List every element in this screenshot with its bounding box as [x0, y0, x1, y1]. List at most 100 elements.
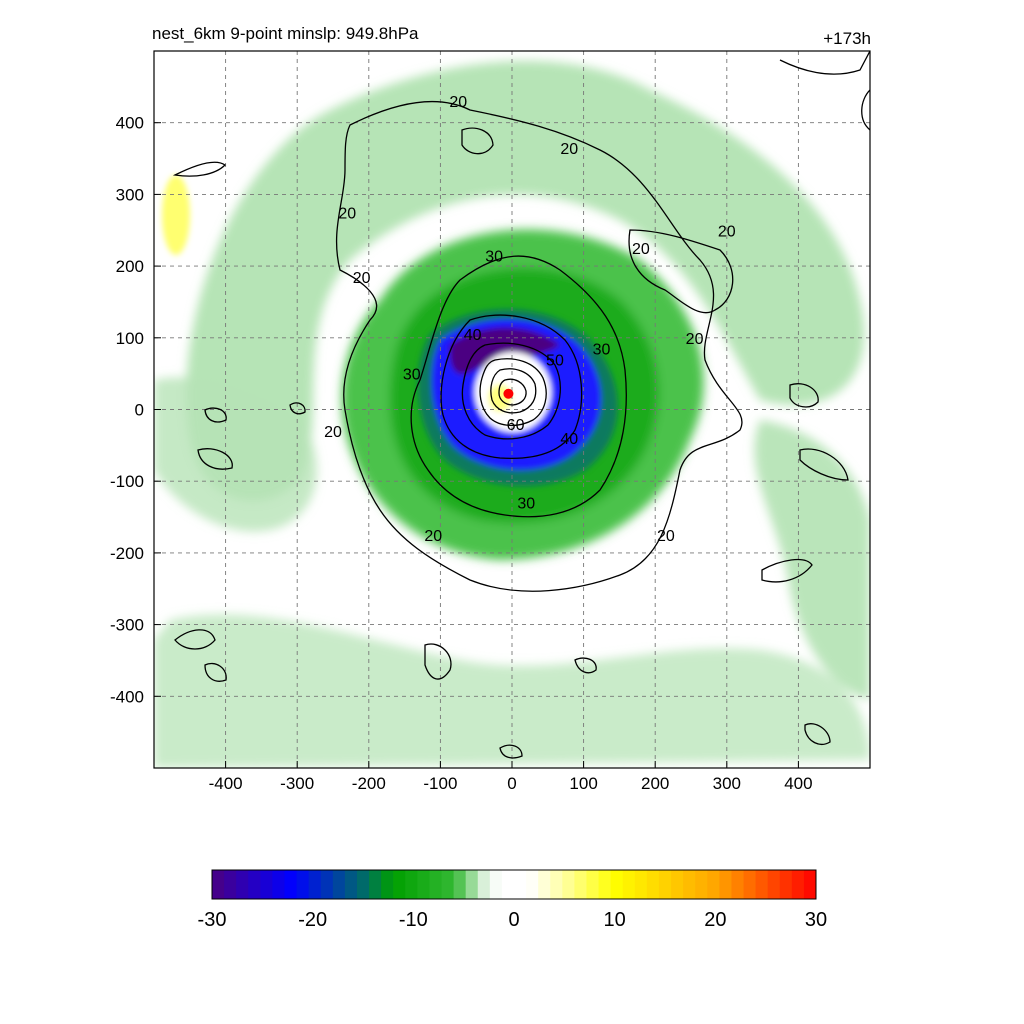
contour-60	[479, 358, 547, 427]
colorbar-swatch	[489, 870, 503, 899]
y-tick-label: -400	[110, 687, 144, 706]
colorbar-tick-label: 30	[805, 909, 827, 931]
y-tick-label: 400	[116, 114, 144, 133]
contour-ne-cell	[628, 229, 734, 314]
colorbar-swatch	[719, 870, 732, 899]
colorbar-swatch	[296, 870, 310, 899]
outer-spiral-band	[186, 61, 865, 501]
contour-north-loop	[461, 127, 494, 155]
colorbar-swatch	[658, 870, 672, 899]
x-tick-label: -200	[352, 774, 386, 793]
y-tick-label: 100	[116, 329, 144, 348]
colorbar-swatch	[212, 870, 225, 899]
contour-label: 20	[424, 528, 442, 545]
contour-label: 30	[485, 248, 503, 265]
contour-inner-1	[490, 368, 537, 414]
contour-sw-small	[204, 662, 227, 682]
colorbar-swatch	[526, 870, 539, 899]
colorbar-tick-label: 0	[508, 909, 519, 931]
colorbar-swatch	[332, 870, 346, 899]
contour-label: 20	[449, 94, 467, 111]
colorbar-swatch	[755, 870, 769, 899]
contour-label: 20	[657, 528, 675, 545]
colorbar-tick-label: -20	[298, 909, 327, 931]
colorbar-swatch	[260, 870, 273, 899]
colorbar-tick-labels: -30 -20 -10 0 10 20 30	[198, 909, 828, 931]
western-positive-patch	[162, 175, 190, 255]
colorbar-swatch	[272, 870, 285, 899]
colorbar-swatch	[284, 870, 298, 899]
colorbar-swatch	[429, 870, 443, 899]
colorbar-swatch	[320, 870, 334, 899]
forecast-hour-label: +173h	[823, 29, 871, 48]
chart-title: nest_6km 9-point minslp: 949.8hPa	[152, 24, 419, 43]
colorbar-swatch	[791, 870, 805, 899]
colorbar-swatch	[441, 870, 455, 899]
colorbar-swatch	[453, 870, 467, 899]
y-tick-label: -100	[110, 472, 144, 491]
colorbar-swatch	[562, 870, 575, 899]
x-tick-label: 0	[507, 774, 516, 793]
contour-label: 50	[546, 352, 564, 369]
contour-west-top	[172, 161, 227, 177]
storm-center-marker	[503, 388, 514, 399]
colorbar-frame	[211, 869, 817, 900]
contour-label: 20	[560, 141, 578, 158]
x-axis-ticks: -400 -300 -200 -100 0 100 200 300 400	[209, 761, 813, 793]
colorbar-swatch	[646, 870, 660, 899]
contour-inner-2	[498, 378, 527, 406]
colorbar-swatch	[598, 870, 612, 899]
colorbar-swatch	[731, 870, 745, 899]
western-band	[154, 377, 317, 532]
contour-east-loop	[799, 448, 849, 481]
colorbar-swatch	[405, 870, 418, 899]
contour-west-loop-2	[204, 407, 227, 423]
contour-south-loop	[424, 643, 452, 680]
colorbar-swatch	[308, 870, 322, 899]
colorbar-swatch	[248, 870, 261, 899]
colorbar-swatch	[236, 870, 249, 899]
x-tick-label: 200	[641, 774, 669, 793]
contour-label: 20	[338, 205, 356, 222]
x-tick-label: -400	[209, 774, 243, 793]
contour-label: 60	[507, 417, 525, 434]
colorbar-swatch	[610, 870, 624, 899]
y-tick-label: -200	[110, 544, 144, 563]
colorbar-swatch	[707, 870, 720, 899]
contour-label: 20	[718, 223, 736, 240]
colorbar-swatch	[586, 870, 600, 899]
y-tick-label: 200	[116, 257, 144, 276]
contour-30	[410, 255, 627, 518]
contour-sw-loop	[174, 629, 216, 650]
contour-label: 40	[464, 327, 482, 344]
colorbar-swatch	[743, 870, 757, 899]
colorbar-swatch	[538, 870, 551, 899]
contour-west-loop	[197, 448, 233, 470]
contour-top-right	[779, 51, 870, 75]
colorbar-tick-label: 20	[704, 909, 726, 931]
contour-label: 40	[560, 431, 578, 448]
eyewall-purple-band	[449, 327, 560, 375]
colorbar-swatch	[381, 870, 394, 899]
contour-label: 20	[353, 270, 371, 287]
y-tick-label: 0	[135, 401, 144, 420]
colorbar-swatch	[224, 870, 237, 899]
x-tick-label: -100	[423, 774, 457, 793]
contour-labels: 20 20 20 20 20 20 20 20 20 20 30 30 30 30 40 40 50 60	[324, 94, 736, 545]
colorbar-tick-label: 10	[604, 909, 626, 931]
contour-50	[461, 342, 561, 440]
colorbar-swatch	[344, 870, 358, 899]
colorbar-swatch	[634, 870, 648, 899]
colorbar-swatch	[622, 870, 636, 899]
y-tick-label: 300	[116, 185, 144, 204]
colorbar-swatch	[417, 870, 430, 899]
contour-20-outer	[335, 101, 743, 592]
contour-corner-loop	[804, 723, 831, 745]
colorbar-swatch	[779, 870, 793, 899]
y-axis-ticks: 400 300 200 100 0 -100 -200 -300 -400	[110, 114, 161, 706]
colorbar-swatch	[356, 870, 370, 899]
colorbar-swatch	[393, 870, 406, 899]
colorbar-swatch	[671, 870, 684, 899]
x-tick-label: 300	[713, 774, 741, 793]
contour-label: 20	[324, 424, 342, 441]
